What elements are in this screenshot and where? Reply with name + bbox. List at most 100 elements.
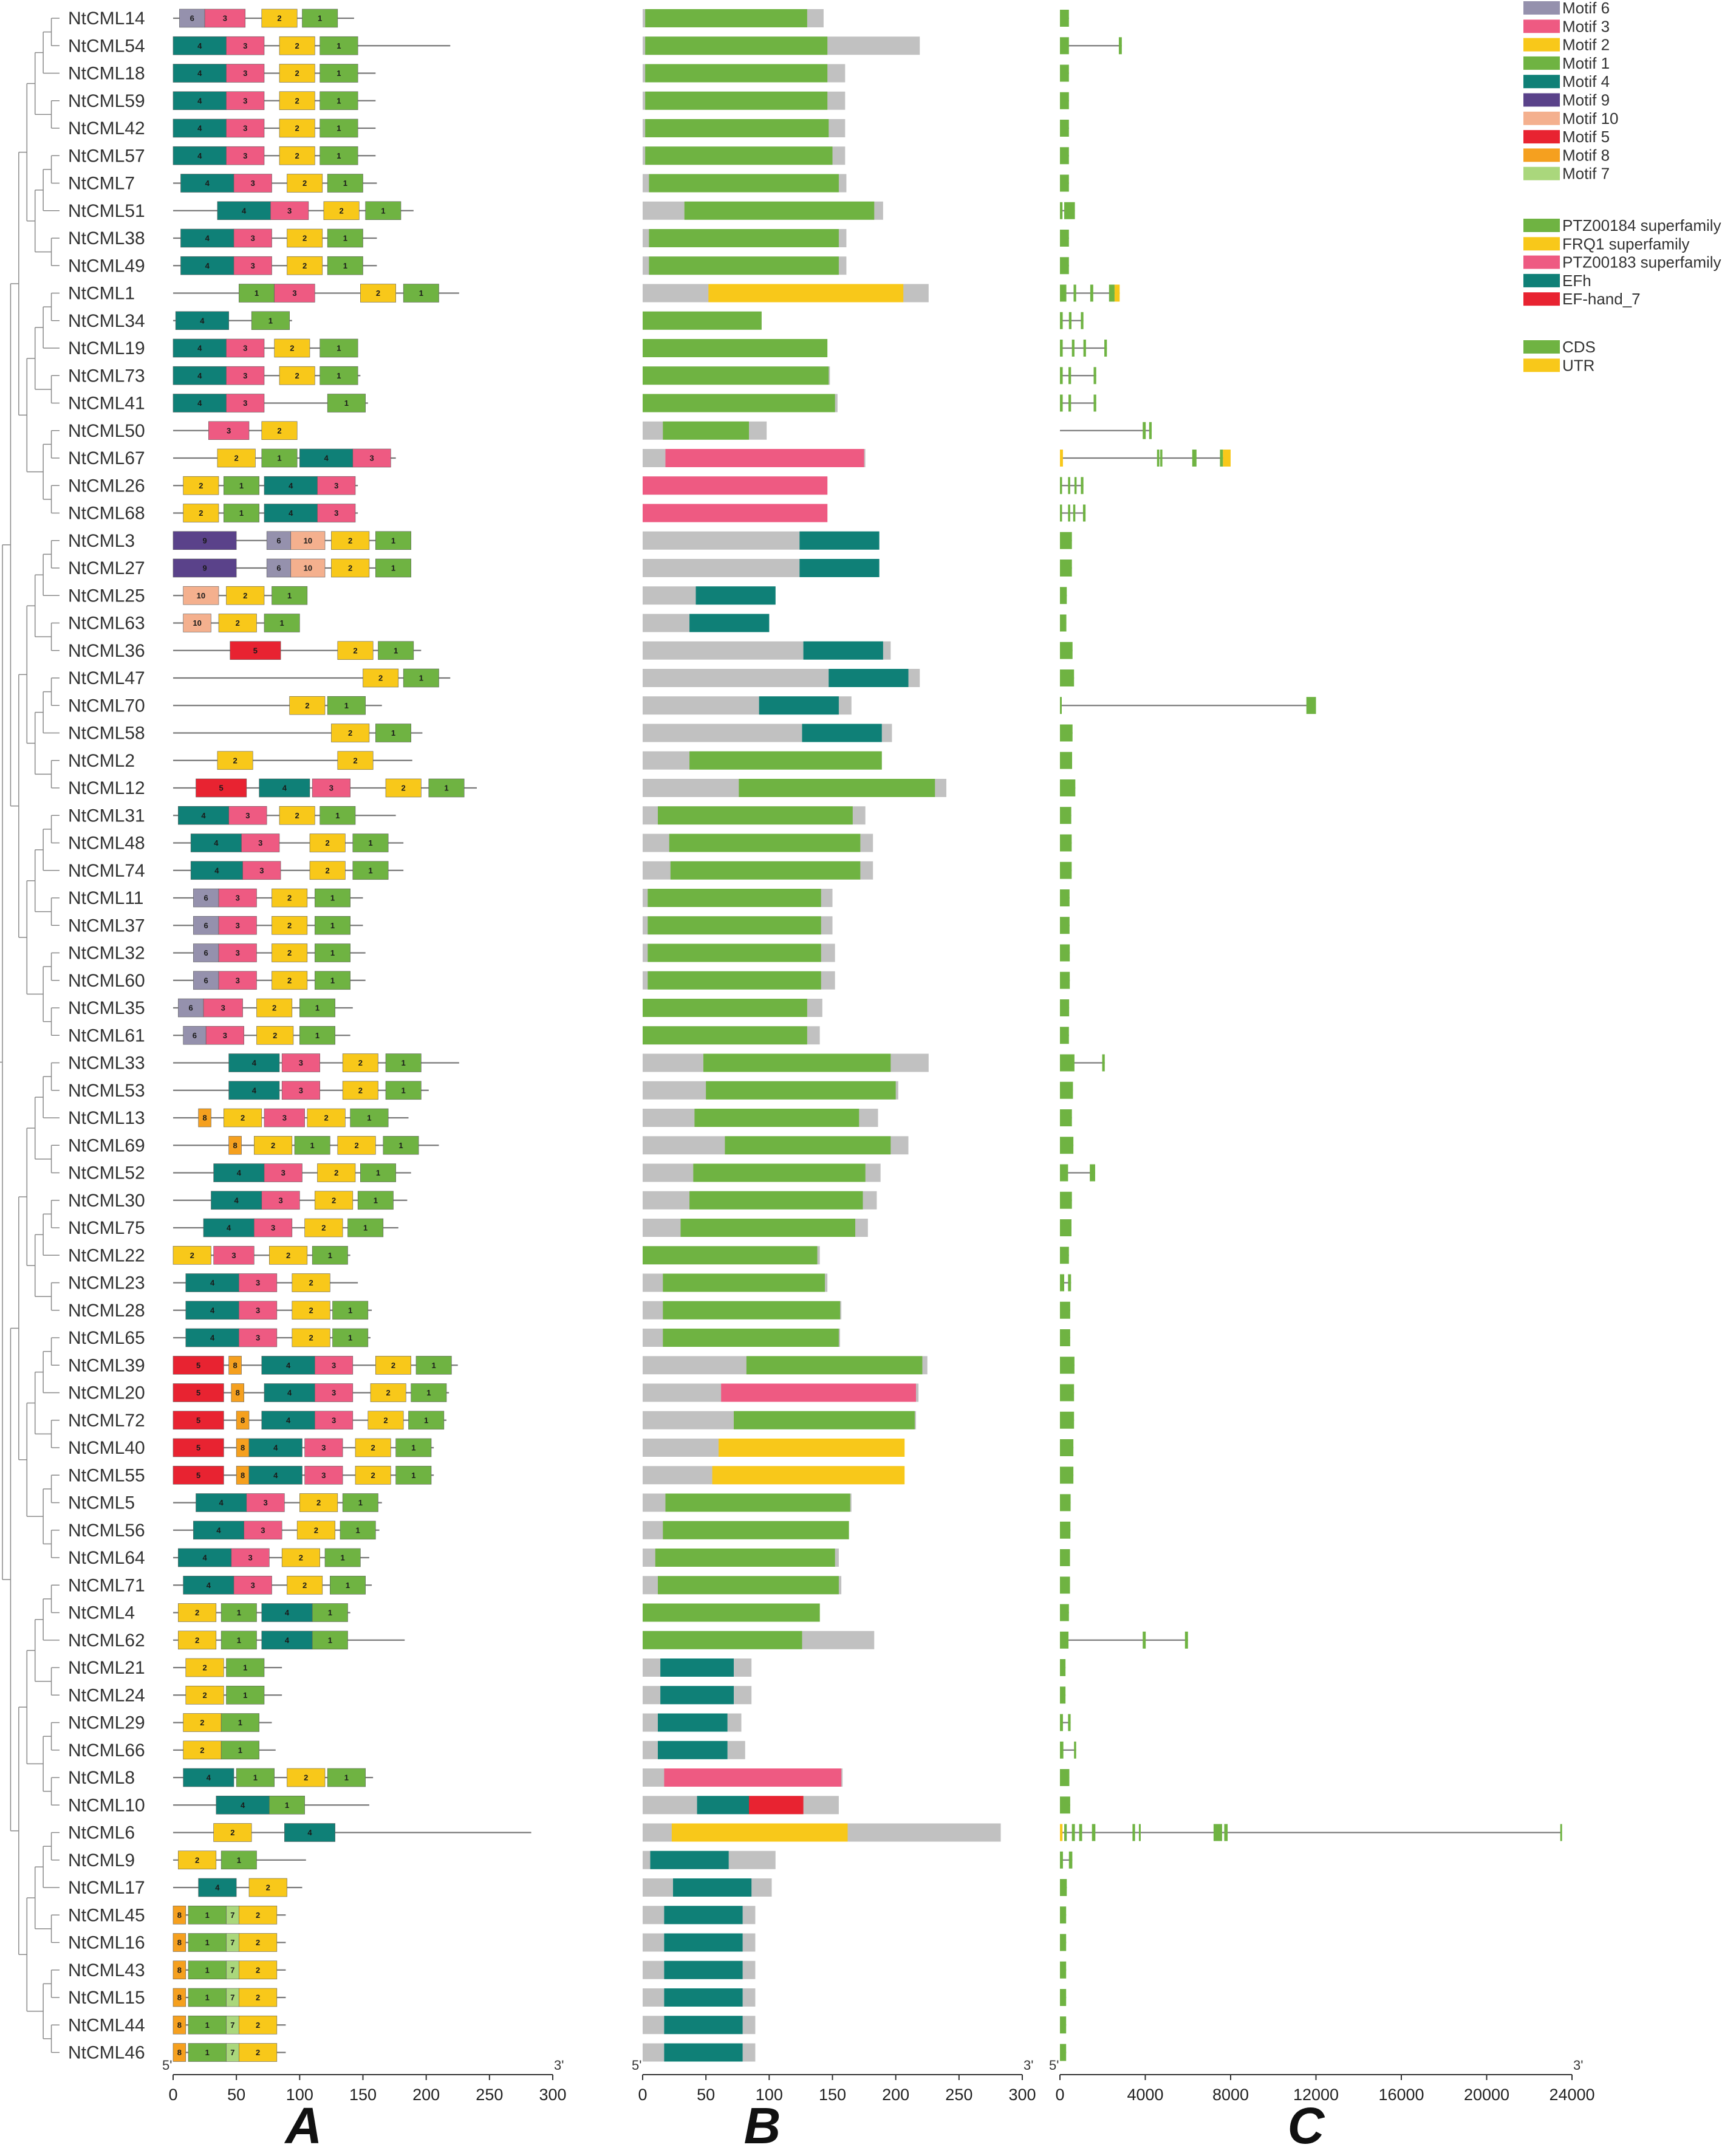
domain-box — [643, 504, 828, 522]
motif-box — [251, 311, 290, 330]
gene-label: NtCML36 — [68, 641, 145, 661]
domain-box — [664, 1906, 743, 1925]
gene-label: NtCML2 — [68, 751, 135, 771]
cds-block — [1060, 64, 1069, 82]
motif-box — [279, 91, 315, 111]
cds-block — [1073, 284, 1076, 302]
motif-number: 1 — [376, 1168, 380, 1177]
motif-box — [272, 916, 308, 935]
motif-box — [173, 146, 227, 165]
motif-number: 4 — [207, 1581, 211, 1590]
motif-box — [173, 1933, 186, 1952]
motif-box — [217, 751, 253, 770]
motif-number: 2 — [272, 1004, 276, 1013]
motif-number: 3 — [243, 41, 247, 50]
motif-number: 3 — [299, 1058, 303, 1067]
legend-swatch — [1523, 38, 1560, 52]
cds-block — [1104, 340, 1107, 357]
domain-box — [734, 1411, 915, 1429]
cds-block — [1060, 1301, 1070, 1319]
domain-box — [643, 1026, 807, 1045]
legend-swatch — [1523, 166, 1560, 180]
motif-number: 1 — [337, 371, 341, 380]
gene-label: NtCML58 — [68, 724, 145, 744]
domain-box — [680, 1219, 855, 1237]
legend-label: Motif 9 — [1562, 91, 1610, 109]
motif-box — [360, 284, 396, 303]
gene-label: NtCML38 — [68, 228, 145, 248]
domain-box — [746, 1356, 923, 1375]
cds-block — [1060, 2016, 1067, 2034]
legend-swatch — [1523, 1, 1560, 15]
legend-swatch — [1523, 358, 1560, 372]
gene-label: NtCML25 — [68, 586, 145, 606]
motif-number: 2 — [339, 206, 343, 215]
motif-number: 2 — [295, 69, 299, 78]
motif-number: 1 — [237, 1855, 241, 1864]
domain-box — [664, 1933, 743, 1952]
cds-block — [1073, 504, 1076, 522]
motif-number: 2 — [202, 1691, 207, 1700]
motif-box — [216, 1795, 270, 1815]
motif-number: 2 — [309, 1333, 313, 1343]
motif-number: 2 — [309, 1278, 313, 1287]
gene-row: NtCML2 2 2 — [68, 751, 1073, 771]
domain-box — [759, 696, 839, 715]
gene-row: NtCML17 4 2 — [68, 1878, 1067, 1898]
motif-box — [239, 1905, 278, 1925]
motif-box — [317, 476, 356, 495]
motif-number: 1 — [205, 2048, 210, 2057]
motif-box — [178, 1631, 217, 1650]
domain-box — [689, 614, 770, 632]
motif-box — [224, 504, 259, 522]
domain-box — [645, 36, 828, 55]
motif-number: 1 — [255, 289, 259, 298]
legend-label: CDS — [1562, 338, 1596, 356]
motif-number: 1 — [238, 1745, 242, 1754]
motif-box — [218, 614, 257, 632]
motif-box — [185, 1658, 224, 1677]
cds-block — [1060, 1219, 1071, 1236]
tick-label: 50 — [227, 2086, 245, 2104]
motif-box — [236, 1768, 275, 1787]
motif-box — [342, 1493, 378, 1512]
gene-row: NtCML41 4 3 1 — [68, 394, 1096, 414]
domain-box — [645, 91, 828, 110]
motif-box — [193, 1521, 244, 1540]
motif-box — [180, 174, 234, 193]
motif-box — [233, 228, 272, 248]
motif-number: 3 — [243, 399, 247, 408]
legend-label: Motif 2 — [1562, 36, 1610, 54]
gene-label: NtCML39 — [68, 1355, 145, 1375]
tick-label: 0 — [1055, 2086, 1064, 2104]
domain-box — [664, 1960, 743, 1979]
domain-box — [725, 1136, 891, 1155]
motif-number: 3 — [256, 1306, 260, 1315]
gene-label: NtCML61 — [68, 1025, 145, 1046]
gene-label: NtCML41 — [68, 394, 145, 414]
motif-number: 1 — [374, 1196, 378, 1205]
motif-box — [360, 1163, 396, 1182]
motif-box — [233, 174, 272, 193]
domain-box — [649, 229, 839, 247]
motif-number: 1 — [310, 1141, 315, 1150]
motif-box — [327, 174, 363, 193]
motif-box — [332, 1328, 369, 1347]
motif-box — [408, 1411, 445, 1430]
motif-number: 3 — [261, 1525, 265, 1535]
motif-box — [239, 2015, 278, 2035]
cds-block — [1060, 257, 1069, 275]
motif-number: 2 — [371, 1443, 375, 1453]
motif-box — [352, 861, 389, 880]
motif-number: 2 — [302, 179, 307, 188]
motif-number: 1 — [268, 316, 273, 325]
gene-label: NtCML64 — [68, 1548, 145, 1568]
motif-box — [363, 668, 399, 688]
motif-box — [332, 1301, 369, 1320]
motif-number: 1 — [330, 948, 335, 957]
gene-row: NtCML21 2 1 — [68, 1658, 1066, 1678]
motif-number: 1 — [368, 866, 372, 875]
motif-box — [173, 1960, 186, 1980]
gene-label: NtCML29 — [68, 1713, 145, 1733]
gene-label: NtCML44 — [68, 2015, 145, 2035]
